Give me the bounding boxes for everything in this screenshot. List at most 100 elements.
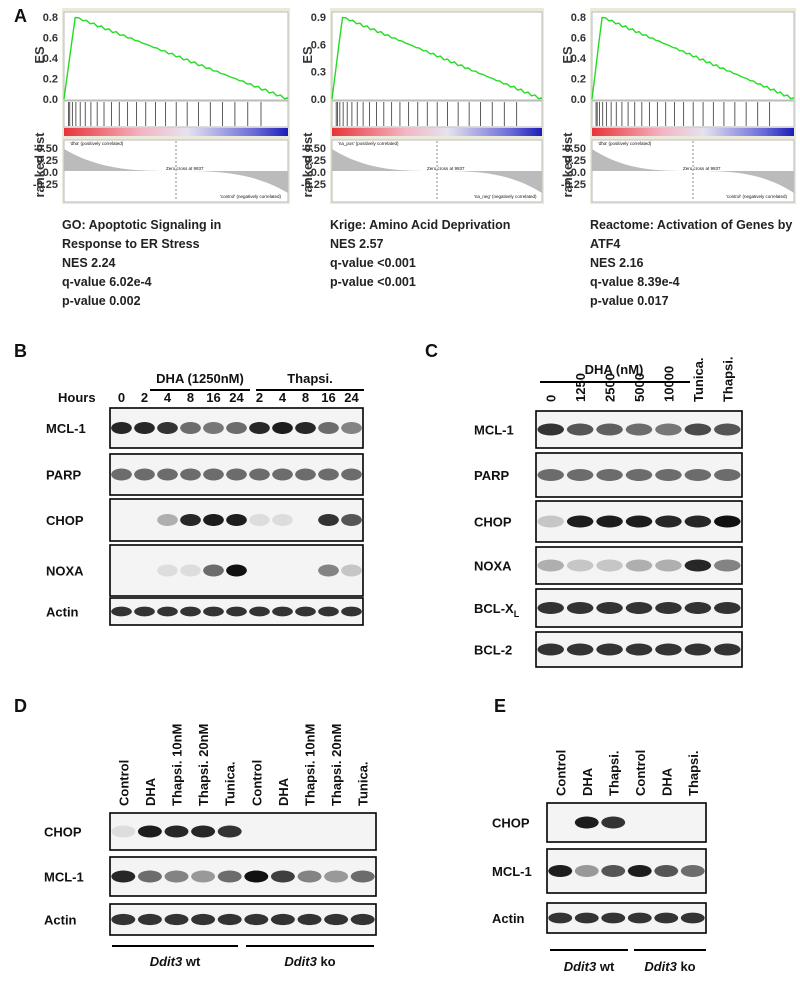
band	[226, 468, 247, 481]
band	[654, 912, 679, 924]
band	[324, 913, 349, 926]
band	[596, 602, 623, 614]
hours-label: Hours	[58, 390, 96, 405]
band	[244, 870, 269, 883]
band	[655, 423, 682, 436]
band	[625, 469, 653, 481]
row-label: Actin	[46, 605, 79, 620]
panel-label: E	[494, 696, 506, 716]
band	[203, 606, 224, 617]
band	[537, 515, 564, 528]
band	[137, 913, 162, 926]
es-axis-title: ES	[300, 46, 315, 64]
band	[625, 643, 653, 656]
band	[217, 825, 242, 838]
band	[272, 606, 293, 617]
band	[714, 643, 741, 656]
band	[272, 422, 293, 434]
rank-tick-label: 0.0	[571, 167, 586, 179]
panel-label: D	[14, 696, 27, 716]
gene-name: Ddit3	[150, 954, 183, 969]
band	[295, 422, 316, 434]
es-tick-label: 0.8	[571, 12, 586, 24]
neg-label: 'control' (negatively correlated)	[220, 194, 281, 199]
caption-line: q-value 6.02e-4	[62, 275, 152, 289]
es-tick-label: 0.0	[571, 94, 586, 106]
band	[226, 564, 247, 577]
band	[226, 606, 247, 617]
panel-label: B	[14, 341, 27, 361]
band	[226, 422, 247, 434]
band	[625, 423, 653, 436]
caption-line: NES 2.24	[62, 256, 116, 270]
band	[566, 602, 594, 614]
row-label: MCL-1	[46, 421, 86, 436]
row-label-sub: L	[514, 609, 520, 619]
band	[297, 913, 322, 926]
band	[134, 468, 155, 481]
lane-label: DHA	[659, 767, 674, 796]
band	[625, 602, 653, 614]
band	[714, 559, 741, 572]
band	[111, 870, 136, 883]
lane-label: Control	[553, 750, 568, 796]
gene-name: Ddit3	[564, 959, 597, 974]
band	[596, 515, 623, 528]
lane-label: 2	[256, 390, 263, 405]
pos-label: 'na_pos' (positively correlated)	[338, 141, 399, 146]
rank-tick-label: 0.0	[311, 167, 326, 179]
band	[655, 643, 682, 656]
band	[714, 515, 741, 528]
es-tick-label: 0.4	[571, 53, 587, 65]
band	[272, 468, 293, 481]
pos-label: 'dha' (positively correlated)	[70, 141, 124, 146]
row-label: NOXA	[46, 564, 84, 579]
band	[566, 469, 594, 481]
row-label: Actin	[44, 913, 77, 928]
band	[566, 515, 594, 528]
rank-tick-label: -0.25	[33, 179, 58, 191]
zero-label: Zero cross at 9937	[427, 166, 465, 171]
band	[341, 468, 362, 481]
band	[596, 643, 623, 656]
es-curve	[331, 16, 543, 100]
group-header: DHA (nM)	[585, 362, 644, 377]
gene-name: Ddit3	[644, 959, 677, 974]
lane-label: 8	[302, 390, 309, 405]
band	[350, 870, 375, 883]
lane-label: Thapsi. 10nM	[170, 724, 185, 806]
row-label: BCL-XL	[474, 601, 520, 619]
band	[684, 423, 712, 436]
band	[217, 913, 242, 926]
rank-tick-label: 0.25	[37, 155, 58, 167]
genotype-label: Ddit3 ko	[284, 954, 335, 969]
lane-label: Thapsi. 20nM	[196, 724, 211, 806]
band	[625, 559, 653, 572]
band	[324, 870, 349, 883]
band	[684, 643, 712, 656]
lane-label: DHA	[276, 777, 291, 806]
band	[537, 643, 564, 656]
lane-label: 1250	[573, 373, 588, 402]
genotype: wt	[596, 959, 615, 974]
band	[164, 870, 189, 883]
band	[318, 564, 339, 577]
band	[684, 515, 712, 528]
lane-label: Thapsi. 10nM	[303, 724, 318, 806]
row-label: NOXA	[474, 559, 512, 574]
band	[180, 468, 201, 481]
es-tick-label: 0.6	[311, 39, 326, 51]
band	[180, 606, 201, 617]
band	[537, 602, 564, 614]
band	[157, 606, 178, 617]
band	[137, 870, 162, 883]
lane-label: 24	[344, 390, 359, 405]
panel-label: A	[14, 6, 27, 26]
pos-label: 'dha' (positively correlated)	[598, 141, 652, 146]
band	[574, 816, 599, 829]
es-tick-label: 0.6	[571, 33, 586, 45]
zero-label: Zero cross at 9937	[683, 166, 721, 171]
band	[164, 913, 189, 926]
group-header: Thapsi.	[287, 371, 333, 386]
